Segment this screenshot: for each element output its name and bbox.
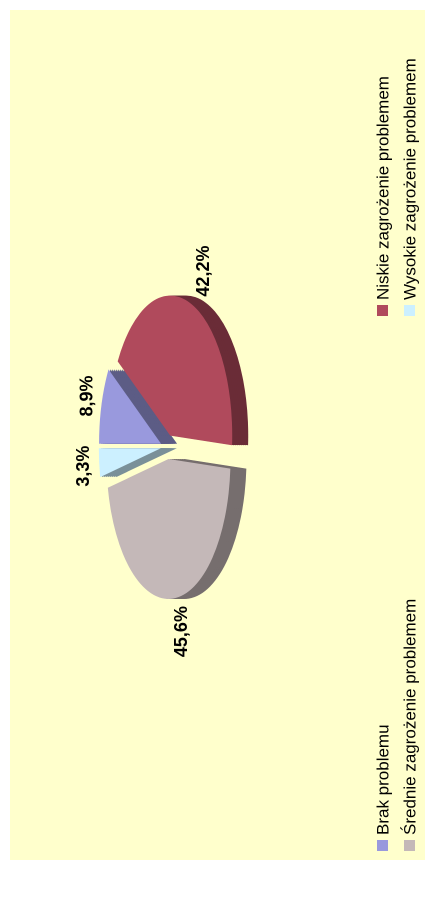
slice: [117, 295, 233, 446]
slice: [98, 448, 161, 478]
slice: [107, 458, 231, 599]
data-label: 45,6%: [171, 606, 191, 657]
slice: [99, 369, 162, 444]
legend-swatch: [404, 840, 415, 851]
data-label: 42,2%: [193, 246, 213, 297]
legend-swatch: [377, 840, 388, 851]
legend-swatch: [377, 305, 388, 316]
legend-label: Niskie zagrożenie problemem: [373, 76, 392, 300]
legend-label: Brak problemu: [373, 724, 392, 835]
legend-label: Średnie zagrożenie problemem: [400, 599, 419, 835]
data-label: 3,3%: [73, 446, 93, 487]
legend-swatch: [404, 305, 415, 316]
legend-label: Wysokie zagrożenie problemem: [400, 58, 419, 300]
rotated-chart: 8,9% 42,2% 45,6% 3,3% Brak problemu Niskie za…: [10, 10, 425, 860]
data-label: 8,9%: [76, 375, 96, 416]
